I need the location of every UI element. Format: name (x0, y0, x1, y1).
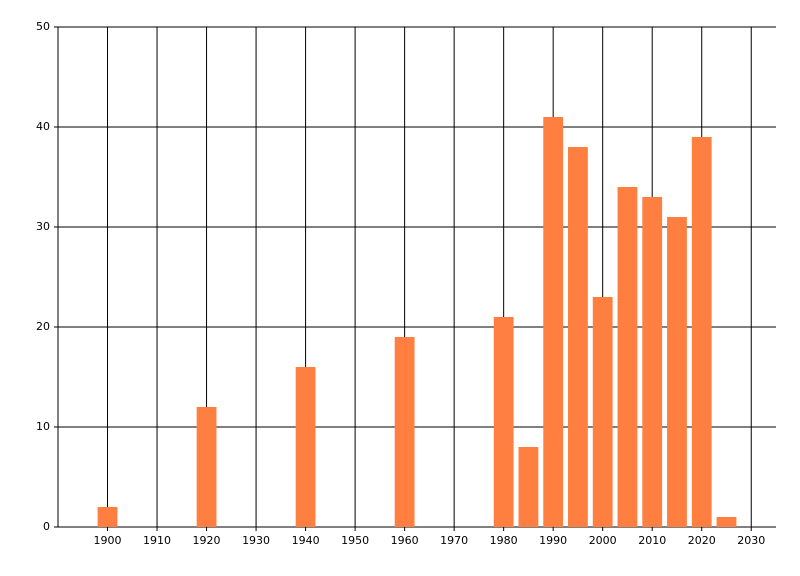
bar (716, 517, 737, 527)
y-tick-label: 10 (36, 420, 50, 433)
x-tick-label: 2030 (737, 534, 765, 547)
bar (518, 447, 539, 527)
bar (543, 117, 564, 527)
x-tick-label: 1990 (539, 534, 567, 547)
bar (97, 507, 118, 527)
bar (493, 317, 514, 527)
y-tick-label: 50 (36, 20, 50, 33)
bar (642, 197, 663, 527)
y-tick-label: 0 (43, 520, 50, 533)
y-tick-label: 20 (36, 320, 50, 333)
x-tick-label: 2020 (688, 534, 716, 547)
x-tick-label: 1900 (94, 534, 122, 547)
bar (568, 147, 588, 527)
x-tick-label: 2010 (638, 534, 666, 547)
x-tick-label: 1910 (143, 534, 171, 547)
bar (394, 337, 415, 527)
bar (196, 407, 217, 527)
x-tick-label: 2000 (589, 534, 617, 547)
x-tick-label: 1930 (242, 534, 270, 547)
y-tick-label: 40 (36, 120, 50, 133)
x-tick-label: 1950 (341, 534, 369, 547)
x-tick-label: 1920 (193, 534, 221, 547)
bar (592, 297, 613, 527)
y-tick-label: 30 (36, 220, 50, 233)
bar (667, 217, 687, 527)
x-tick-label: 1960 (391, 534, 419, 547)
bar (691, 137, 712, 527)
x-tick-label: 1940 (292, 534, 320, 547)
x-tick-label: 1980 (490, 534, 518, 547)
bar (617, 187, 638, 527)
bar (295, 367, 316, 527)
x-tick-label: 1970 (440, 534, 468, 547)
